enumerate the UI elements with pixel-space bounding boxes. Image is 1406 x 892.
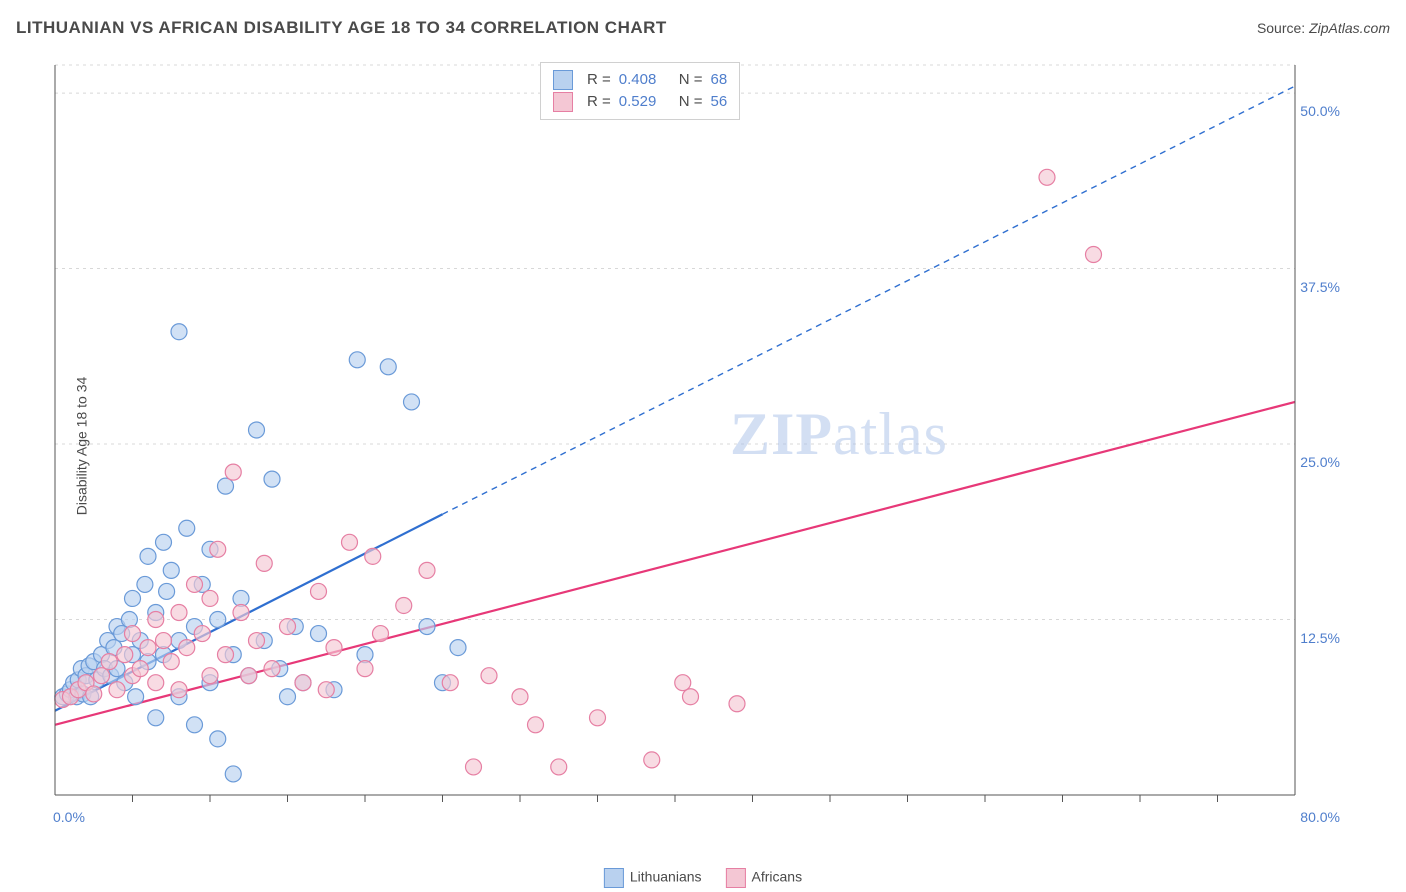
chart-title: LITHUANIAN VS AFRICAN DISABILITY AGE 18 … [16,18,667,38]
y-tick-label: 12.5% [1300,630,1340,646]
header: LITHUANIAN VS AFRICAN DISABILITY AGE 18 … [16,18,1390,38]
legend-row: R = 0.408 N = 68 [553,69,727,91]
swatch-icon [553,70,573,90]
source-prefix: Source: [1257,20,1309,36]
source-attribution: Source: ZipAtlas.com [1257,20,1390,36]
r-value: 0.529 [619,91,671,113]
legend-label: Lithuanians [630,869,702,885]
chart-area: ZIPatlas R = 0.408 N = 68 R = 0.529 N = … [50,60,1350,830]
scatter-plot [50,60,1350,830]
source-site: ZipAtlas.com [1309,20,1390,36]
swatch-icon [553,92,573,112]
y-tick-label: 50.0% [1300,103,1340,119]
x-origin-label: 0.0% [53,809,85,825]
swatch-icon [726,868,746,888]
n-label: N = [679,91,703,113]
r-value: 0.408 [619,69,671,91]
legend-label: Africans [752,869,803,885]
y-tick-label: 25.0% [1300,454,1340,470]
n-value: 56 [711,91,728,113]
series-legend: Lithuanians Africans [604,868,802,888]
y-tick-label: 37.5% [1300,279,1340,295]
r-label: R = [587,91,611,113]
n-label: N = [679,69,703,91]
swatch-icon [604,868,624,888]
x-max-label: 80.0% [1300,809,1340,825]
legend-row: R = 0.529 N = 56 [553,91,727,113]
correlation-legend: R = 0.408 N = 68 R = 0.529 N = 56 [540,62,740,120]
r-label: R = [587,69,611,91]
n-value: 68 [711,69,728,91]
legend-item-lithuanians: Lithuanians [604,868,702,888]
legend-item-africans: Africans [726,868,803,888]
